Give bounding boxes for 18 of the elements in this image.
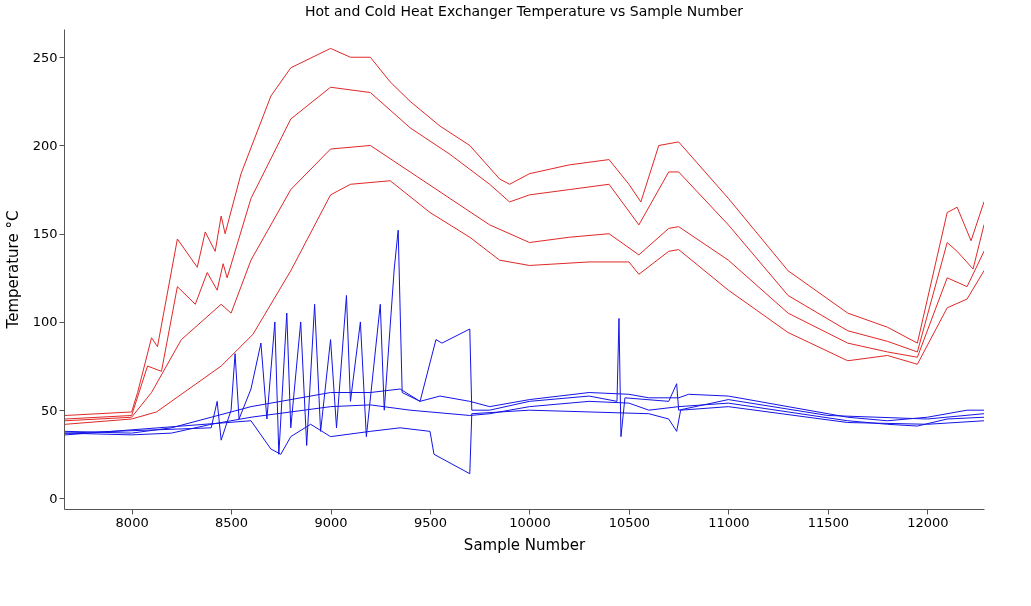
y-tick-label: 50 [40,402,58,418]
x-axis-title: Sample Number [463,535,586,554]
x-tick-label: 9000 [314,514,348,530]
x-tick-label: 9500 [413,514,448,530]
y-tick-label: 150 [32,226,58,242]
y-tick-label: 100 [32,314,58,330]
y-axis-title: Temperature °C [3,210,22,330]
x-tick-label: 11000 [708,514,750,530]
y-tick-label: 200 [32,137,58,153]
x-tick-label: 10000 [509,514,551,530]
x-tick-label: 12000 [907,514,949,530]
x-tick-label: 8000 [115,514,149,530]
x-tick-label: 11500 [807,514,850,530]
x-tick-label: 8500 [215,514,249,530]
x-tick-label: 10500 [608,514,651,530]
y-tick-label: 250 [32,49,58,65]
y-tick-label: 0 [49,490,58,506]
chart-title: Hot and Cold Heat Exchanger Temperature vs Sample Number [304,3,744,19]
